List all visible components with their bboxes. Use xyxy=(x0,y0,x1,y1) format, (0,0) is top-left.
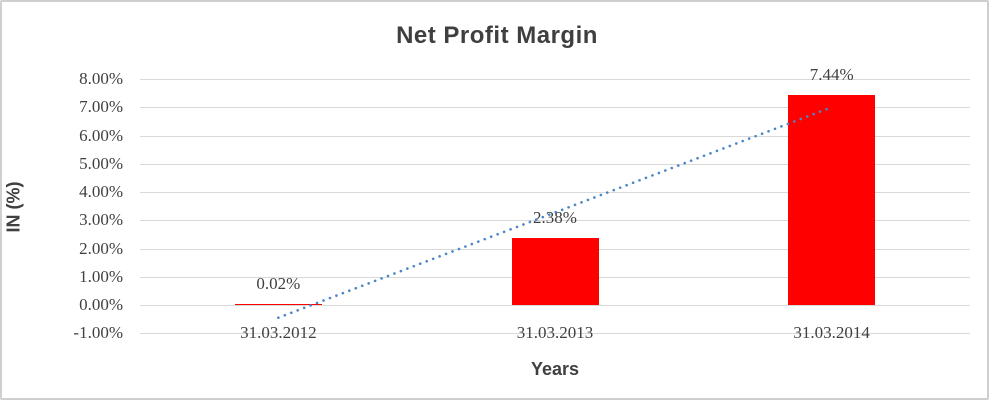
y-axis-tick-label: 3.00% xyxy=(79,210,123,229)
gridline xyxy=(140,79,970,80)
bar-31.03.2013 xyxy=(511,237,599,305)
bar-31.03.2012 xyxy=(234,304,322,305)
chart-title: Net Profit Margin xyxy=(396,22,598,49)
y-axis-tick-label: 0.00% xyxy=(79,295,123,314)
y-axis-tick-label: 5.00% xyxy=(79,154,123,173)
bar-data-label: 0.02% xyxy=(256,274,301,293)
bar-31.03.2014 xyxy=(788,94,876,305)
bar-data-label: 7.44% xyxy=(809,65,854,84)
x-axis-category-label: 31.03.2014 xyxy=(793,323,870,342)
x-axis-title: Years xyxy=(530,359,580,379)
bar-data-label: 2.38% xyxy=(533,208,577,227)
y-axis-tick-label: 7.00% xyxy=(79,97,123,116)
x-axis-category-label: 31.03.2012 xyxy=(240,323,317,342)
y-axis-tick-label: 6.00% xyxy=(79,126,123,145)
x-axis-category-label: 31.03.2013 xyxy=(516,323,594,342)
gridline xyxy=(140,305,970,306)
y-axis-tick-label: 2.00% xyxy=(79,239,123,258)
y-axis-tick-label: 4.00% xyxy=(79,182,123,201)
y-axis-tick-label: -1.00% xyxy=(73,323,123,342)
y-axis-tick-label: 8.00% xyxy=(79,69,123,88)
y-axis-tick-label: 1.00% xyxy=(79,267,123,286)
gridline xyxy=(140,333,970,334)
